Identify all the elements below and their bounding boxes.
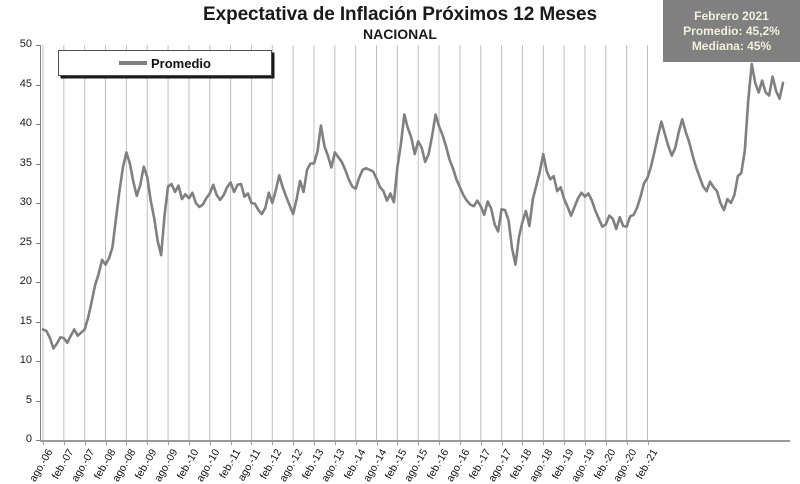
y-axis-tick-label: 40 bbox=[19, 117, 32, 129]
x-axis-tick-mark bbox=[501, 441, 503, 445]
y-axis-tick-label: 50 bbox=[19, 38, 32, 50]
chart-legend[interactable]: Promedio bbox=[58, 50, 272, 76]
y-axis-tick-label: 35 bbox=[19, 156, 32, 169]
info-period: Febrero 2021 bbox=[694, 8, 769, 23]
y-axis-tick-mark bbox=[36, 45, 40, 46]
y-axis-tick-mark bbox=[36, 361, 40, 362]
x-axis-tick-mark bbox=[147, 441, 149, 445]
x-axis-line bbox=[40, 440, 790, 442]
gridlines bbox=[42, 45, 649, 440]
x-axis-tick-mark bbox=[126, 441, 128, 445]
x-axis-tick-mark bbox=[605, 441, 607, 445]
summary-info-box: Febrero 2021 Promedio: 45,2% Mediana: 45… bbox=[663, 0, 800, 62]
info-median: Mediana: 45% bbox=[691, 38, 772, 53]
x-axis-tick-mark bbox=[418, 441, 420, 445]
x-axis-tick-mark bbox=[397, 441, 399, 445]
x-axis-tick-mark bbox=[355, 441, 357, 445]
y-axis-line bbox=[40, 45, 41, 441]
x-axis-tick-mark bbox=[522, 441, 524, 445]
y-axis-tick-label: 30 bbox=[19, 196, 32, 208]
x-axis-tick-mark bbox=[105, 441, 107, 445]
y-axis-tick-mark bbox=[36, 124, 40, 125]
y-axis-tick-mark bbox=[36, 203, 40, 204]
x-axis-tick-mark bbox=[230, 441, 232, 445]
legend-line-swatch bbox=[119, 61, 148, 65]
series-path bbox=[41, 62, 785, 350]
x-axis-tick-mark bbox=[334, 441, 336, 445]
x-axis-tick-mark bbox=[626, 441, 628, 445]
y-axis-tick-mark bbox=[36, 321, 40, 323]
legend-label: Promedio bbox=[151, 55, 211, 71]
x-axis-tick-mark bbox=[168, 441, 170, 445]
series-line-promedio bbox=[41, 62, 785, 350]
x-axis-tick-mark bbox=[564, 441, 566, 445]
info-average: Promedio: 45,2% bbox=[683, 23, 780, 38]
x-axis-tick-mark bbox=[376, 441, 378, 445]
y-axis-tick-mark bbox=[36, 242, 40, 244]
x-axis-tick-mark bbox=[459, 441, 461, 445]
x-axis-tick-mark bbox=[480, 441, 482, 445]
x-axis-tick-mark bbox=[647, 441, 649, 445]
y-axis-tick-label: 15 bbox=[19, 314, 32, 327]
plot-area bbox=[41, 45, 789, 440]
y-axis-tick-label: 20 bbox=[19, 275, 32, 287]
y-axis-tick-mark bbox=[36, 84, 40, 86]
x-axis-tick-mark bbox=[84, 441, 86, 445]
x-axis-tick-mark bbox=[63, 441, 65, 445]
y-axis-tick-label: 45 bbox=[19, 77, 32, 90]
x-axis-tick-mark bbox=[188, 441, 190, 445]
y-axis-tick-mark bbox=[36, 440, 40, 441]
y-axis-tick-mark bbox=[36, 400, 40, 402]
y-axis-tick-label: 0 bbox=[25, 433, 32, 445]
x-axis-tick-mark bbox=[272, 441, 274, 445]
x-axis-tick-mark bbox=[293, 441, 295, 445]
x-axis-tick-mark bbox=[251, 441, 253, 445]
x-axis-tick-mark bbox=[43, 441, 44, 445]
x-axis-tick-mark bbox=[439, 441, 441, 445]
y-axis-tick-label: 5 bbox=[25, 393, 32, 406]
y-axis-tick-label: 25 bbox=[19, 235, 32, 248]
y-axis-tick-label: 10 bbox=[19, 354, 32, 366]
x-axis-tick-mark bbox=[543, 441, 545, 445]
y-axis-tick-mark bbox=[36, 282, 40, 283]
x-axis-tick-mark bbox=[584, 441, 586, 445]
x-axis-tick-mark bbox=[209, 441, 211, 445]
x-axis-tick-mark bbox=[313, 441, 315, 445]
y-axis-tick-mark bbox=[36, 163, 40, 165]
